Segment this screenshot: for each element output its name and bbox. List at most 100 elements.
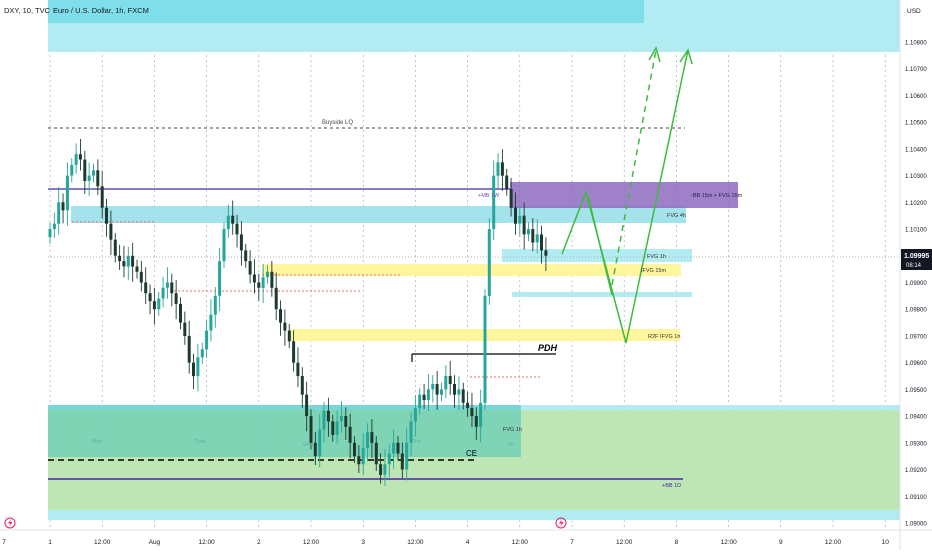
candle-bullish (405, 442, 409, 470)
candle-bullish (226, 215, 230, 230)
candle-bearish (109, 223, 113, 240)
candle-bullish (335, 421, 339, 435)
y-tick-label: 1.09700 (905, 334, 927, 340)
candle-bearish (344, 416, 348, 427)
candle-bullish (383, 464, 387, 475)
candle-bullish (196, 357, 200, 376)
fvg-1h-left-label: FVG 1h (503, 427, 522, 433)
candle-bullish (366, 432, 369, 449)
candle-bearish (283, 322, 287, 331)
candle-bearish (139, 271, 143, 283)
candle-bullish (65, 175, 69, 211)
lightning-icon[interactable] (555, 517, 567, 529)
candle-bearish (305, 394, 309, 417)
candle-bearish (192, 362, 195, 377)
candle-bullish (392, 442, 396, 454)
candle-bearish (435, 384, 439, 395)
candle-bearish (113, 239, 117, 256)
candle-bearish (179, 303, 182, 323)
bb-fvg-15m-zone (510, 182, 738, 208)
x-tick-label: 8 (675, 539, 679, 546)
candle-bullish (361, 448, 365, 465)
y-tick-label: 1.10600 (905, 94, 927, 100)
symbol-label: DXY, 10, TVC (4, 6, 51, 15)
projection-short (587, 195, 613, 296)
candle-bearish (400, 453, 404, 470)
x-tick-label: 9 (779, 539, 783, 546)
top-cyan-zone-dark (48, 0, 644, 23)
candle-bullish (409, 421, 413, 443)
pair-title[interactable]: Euro / U.S. Dollar, 1h, FXCM (53, 6, 149, 15)
bb-1d-label: +BB 1D (662, 483, 681, 489)
x-tick-label: 12:00 (825, 539, 842, 546)
mb-1w-label: +MB 1W (478, 193, 500, 199)
candle-bearish (144, 282, 148, 294)
bb-fvg-15m-label: -BB 15m + FVG 15m (691, 193, 743, 199)
candle-bullish (161, 287, 165, 299)
current-price-label: 1.09995 (904, 253, 929, 260)
candle-bullish (126, 255, 130, 267)
candle-bearish (448, 376, 452, 384)
x-tick-label: 7 (2, 539, 6, 546)
x-tick-label: 12:00 (198, 539, 215, 546)
candle-bullish (487, 229, 491, 296)
ifvg-15m-label: IFVG 15m (641, 268, 666, 274)
candle-bearish (522, 215, 526, 235)
lightning-icon[interactable] (4, 517, 16, 529)
candle-bearish (122, 261, 126, 267)
candle-bullish (205, 330, 209, 350)
candle-bearish (170, 282, 174, 294)
projection-dashed-arrowhead (648, 46, 661, 63)
x-tick-label: 10 (882, 539, 890, 546)
candle-bullish (387, 453, 391, 465)
candles (48, 139, 548, 486)
candle-bearish (544, 250, 548, 256)
y-tick-label: 1.09100 (905, 495, 927, 501)
candle-bullish (74, 154, 78, 165)
candle-bullish (322, 410, 326, 430)
candle-bearish (100, 186, 104, 208)
price-label-bg (901, 249, 932, 270)
candle-bearish (248, 261, 252, 275)
candle-bullish (87, 175, 91, 181)
candle-bearish (231, 215, 235, 224)
candle-bullish (57, 202, 61, 224)
price-axis-bg (900, 0, 932, 550)
x-tick-label: 12:00 (720, 539, 737, 546)
candle-bearish (540, 234, 543, 251)
faint-mon: Mon (92, 439, 102, 445)
ifvg-15m-zone (262, 264, 681, 276)
candle-bearish (187, 335, 191, 363)
candle-bearish (474, 416, 478, 427)
candle-bearish (453, 384, 456, 395)
y-axis-ticks: 1.09000 1.09100 1.09200 1.09300 1.09400 1.095… (905, 41, 927, 528)
candle-bearish (470, 408, 474, 417)
candle-bearish (370, 432, 374, 443)
candle-bearish (148, 293, 152, 302)
candle-bearish (292, 341, 296, 363)
y-tick-label: 1.09400 (905, 415, 927, 421)
candle-bullish (213, 295, 217, 315)
candle-bearish (313, 442, 317, 457)
candle-bearish (270, 271, 274, 288)
y-tick-label: 1.10400 (905, 147, 927, 153)
x-tick-label: 4 (466, 539, 470, 546)
candle-bearish (422, 394, 426, 400)
candle-bullish (52, 223, 56, 229)
x-tick-label: 7 (570, 539, 574, 546)
left-teal-zone (48, 405, 521, 457)
candle-bearish (83, 159, 87, 181)
buyside-lq-label: Buyside LQ (322, 120, 353, 126)
ce-label: CE (466, 449, 477, 458)
candle-bearish (374, 442, 378, 465)
candle-bearish (466, 402, 470, 409)
candle-bearish (135, 266, 139, 272)
candle-bearish (96, 170, 100, 187)
x-axis-ticks: 7 1 12:00 Aug 12:00 2 12:00 3 12:00 4 12:00 7 12:00 8… (2, 539, 889, 546)
y-tick-label: 1.09000 (905, 522, 927, 528)
y-tick-label: 1.10800 (905, 41, 927, 47)
fvg-4h-label: FVG 4h (667, 213, 686, 219)
y-tick-label: 1.10100 (905, 228, 927, 234)
